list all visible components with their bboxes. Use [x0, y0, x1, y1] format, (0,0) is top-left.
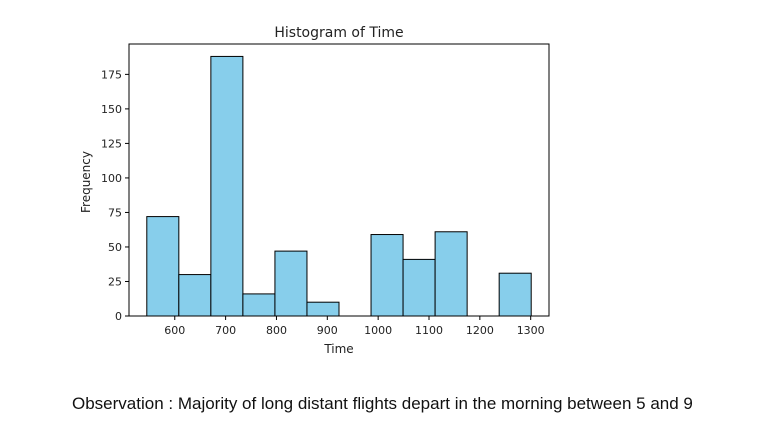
y-tick-label: 175 [101, 68, 122, 81]
histogram-bar-0 [146, 216, 180, 317]
chart-title: Histogram of Time [274, 25, 403, 41]
histogram-bar-3 [242, 293, 276, 317]
histogram-chart: Histogram of Time 600 700 800 900 1000 1100 12… [79, 25, 550, 356]
x-tick-label: 700 [215, 324, 236, 337]
histogram-bar-2 [210, 55, 244, 317]
bars-layer [146, 55, 532, 317]
x-tick-label: 1100 [415, 324, 443, 337]
plot-frame [128, 43, 550, 317]
x-tick-label: 600 [164, 324, 185, 337]
y-tick-label: 150 [101, 103, 122, 116]
histogram-bar-4 [274, 250, 308, 317]
x-tick-label: 800 [266, 324, 287, 337]
histogram-bar-5 [306, 301, 340, 317]
histogram-bar-11 [498, 272, 532, 317]
x-axis-title: Time [323, 342, 353, 356]
y-axis-title: Frequency [79, 151, 93, 213]
y-tick-label: 100 [101, 172, 122, 185]
ticks-layer: 600 700 800 900 1000 1100 1200 1300 0 25 50 75 100 12… [101, 68, 545, 337]
histogram-bar-8 [402, 258, 436, 317]
histogram-bar-9 [434, 231, 468, 317]
histogram-bar-1 [178, 274, 212, 317]
x-tick-label: 1000 [364, 324, 392, 337]
y-tick-label: 25 [108, 275, 122, 288]
y-tick-label: 0 [115, 310, 122, 323]
observation-text: Observation : Majority of long distant f… [72, 394, 693, 413]
y-tick-label: 50 [108, 241, 122, 254]
y-tick-label: 125 [101, 137, 122, 150]
histogram-bar-7 [370, 234, 404, 317]
x-tick-label: 1300 [517, 324, 545, 337]
x-tick-label: 1200 [466, 324, 494, 337]
x-tick-label: 900 [317, 324, 338, 337]
y-tick-label: 75 [108, 206, 122, 219]
